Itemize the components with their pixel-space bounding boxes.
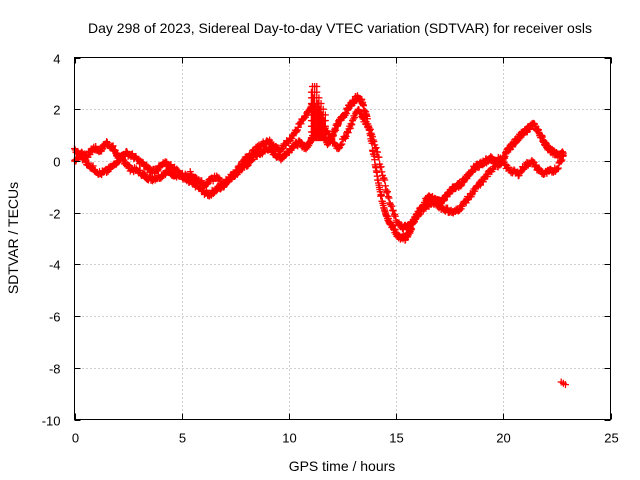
data-point-trace-b [383,189,391,197]
data-point-trace-b [381,176,389,184]
x-tick-label: 15 [389,431,403,446]
data-point-trace-b [532,161,540,169]
data-point-trace-b [559,152,567,160]
data-point-trace-b [337,141,345,149]
data-point-trace-b [521,164,529,172]
data-point-trace-b [361,114,369,122]
y-tick-label: 2 [53,103,60,118]
data-point-trace-b [89,162,97,170]
data-point-trace-b [297,120,305,128]
data-point-trace-b [369,136,377,144]
data-point-trace-b [85,159,93,167]
data-point-trace-b [377,163,385,171]
data-point-trace-b [389,207,397,215]
chart-title: Day 298 of 2023, Sidereal Day-to-day VTE… [88,20,592,36]
data-point-trace-b [484,172,492,180]
data-point-trace-b [374,148,382,156]
grid-lines [74,57,611,420]
data-point-trace-b [346,124,354,132]
data-point-trace-b [336,141,344,149]
x-tick-label: 20 [496,431,510,446]
data-point-spike [313,82,321,90]
data-point-trace-b [391,212,399,220]
data-point-trace-b [348,121,356,129]
data-point-spike [321,111,329,119]
data-point-trace-b [113,160,121,168]
data-point-trace-b [282,141,290,149]
data-point-trace-b [554,164,562,172]
data-point-trace-b [335,144,343,152]
data-point-trace-b [356,108,364,116]
data-point-trace-b [558,156,566,164]
data-points [71,82,569,389]
data-point-trace-b [456,206,464,214]
data-point-trace-b [471,187,479,195]
y-tick-label: 0 [53,155,60,170]
data-point-trace-b [370,138,378,146]
y-tick-label: 4 [53,52,60,67]
data-point-trace-b [388,202,396,210]
data-point-trace-b [378,168,386,176]
data-point-trace-b [367,129,375,137]
data-point-spike [317,100,325,108]
data-point-outlier [561,381,569,389]
data-point-trace-b [294,123,302,131]
data-point-trace-b [349,115,357,123]
y-tick-label: -6 [49,310,61,325]
data-point-trace-b [226,175,234,183]
data-point-trace-b [116,156,124,164]
x-tick-label: 5 [179,431,186,446]
data-point-trace-b [342,132,350,140]
data-point-trace-b [366,125,374,133]
data-point-trace-b [554,165,562,173]
y-tick-label: -8 [49,362,61,377]
data-point-trace-b [328,135,336,143]
y-tick-label: -10 [42,414,61,429]
data-point-trace-b [277,146,285,154]
data-point-trace-b [198,177,206,185]
data-point-trace-b [204,179,212,187]
data-point-trace-b [384,193,392,201]
y-tick-label: -4 [49,258,61,273]
data-point-trace-b [347,120,355,128]
data-point-trace-b [344,129,352,137]
data-point-trace-b [81,156,89,164]
data-point-trace-b [76,149,84,157]
data-point-trace-b [153,167,161,175]
data-point-trace-a [378,191,386,199]
data-point-trace-b [293,127,301,135]
data-point-trace-b [191,173,199,181]
data-point-spike [319,105,327,113]
plot-frame [74,57,611,420]
data-point-trace-b [338,140,346,148]
data-point-trace-b [372,144,380,152]
data-point-trace-b [369,133,377,141]
data-point-trace-b [375,153,383,161]
axis-ticks: 0 5 10 15 20 25 -10 -8 -6 -4 -2 0 2 4 [42,52,619,446]
data-point-trace-b [233,167,241,175]
x-tick-label: 25 [604,431,618,446]
data-point-trace-b [409,218,417,226]
x-tick-label: 0 [72,431,79,446]
data-point-trace-b [415,211,423,219]
y-axis-label: SDTVAR / TECUs [5,182,21,294]
data-point-trace-b [468,191,476,199]
y-tick-label: -2 [49,207,61,222]
x-tick-label: 10 [282,431,296,446]
data-point-trace-b [384,188,392,196]
data-point-trace-b [458,202,466,210]
x-axis-label: GPS time / hours [289,458,396,474]
data-point-trace-b [325,129,333,137]
data-point-trace-b [385,194,393,202]
data-point-spike [315,94,323,102]
data-point-trace-b [237,163,245,171]
data-point-trace-b [557,157,565,165]
data-point-trace-b [381,182,389,190]
data-point-trace-b [351,114,359,122]
data-point-trace-b [203,180,211,188]
data-point-trace-b [341,133,349,141]
